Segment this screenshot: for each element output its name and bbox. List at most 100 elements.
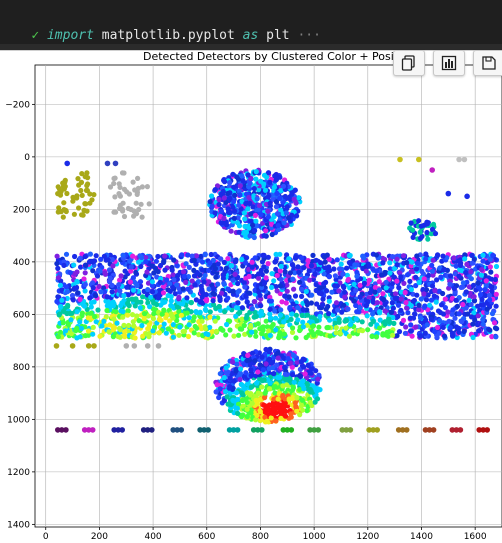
scatter-point <box>299 312 305 318</box>
scatter-point <box>280 427 287 433</box>
scatter-point <box>382 269 388 276</box>
scatter-point <box>122 329 128 335</box>
save-button[interactable] <box>473 50 502 76</box>
scatter-point <box>112 175 118 181</box>
scatter-point <box>91 192 97 198</box>
scatter-point <box>239 397 246 404</box>
scatter-point <box>372 284 378 291</box>
scatter-point <box>130 253 136 259</box>
scatter-point <box>170 334 176 340</box>
scatter-point <box>417 333 423 339</box>
scatter-point <box>279 299 285 305</box>
scatter-point <box>293 403 299 410</box>
scatter-point <box>466 297 472 303</box>
scatter-point <box>54 261 60 267</box>
scatter-point <box>476 427 483 433</box>
scatter-point <box>218 256 224 262</box>
scatter-point <box>453 297 459 303</box>
scatter-point <box>308 370 314 376</box>
scatter-point <box>318 260 324 266</box>
output-border <box>0 50 502 51</box>
scatter-point <box>156 330 162 336</box>
scatter-point <box>72 253 78 260</box>
chart-button[interactable] <box>433 50 465 76</box>
scatter-point <box>201 427 207 433</box>
scatter-point <box>377 325 383 331</box>
scatter-point <box>120 252 126 258</box>
scatter-point <box>243 200 249 207</box>
scatter-point <box>240 412 246 418</box>
copy-button[interactable] <box>393 50 425 76</box>
code-line[interactable]: ✓ import matplotlib.pyplot as plt ··· <box>0 13 321 58</box>
scatter-point <box>308 263 315 269</box>
scatter-point <box>121 293 127 299</box>
scatter-point <box>207 309 213 315</box>
scatter-point <box>206 286 212 292</box>
scatter-point <box>378 305 384 311</box>
scatter-point <box>272 308 278 314</box>
scatter-point <box>136 259 142 265</box>
scatter-point <box>432 329 438 335</box>
scatter-point <box>119 206 125 212</box>
scatter-point <box>267 294 273 300</box>
scatter-point <box>403 300 409 306</box>
scatter-point <box>343 427 350 433</box>
scatter-point <box>84 183 90 189</box>
scatter-point <box>450 307 456 313</box>
scatter-point <box>197 310 203 316</box>
scatter-point <box>121 186 128 192</box>
scatter-point <box>150 316 156 322</box>
scatter-point <box>274 211 281 217</box>
scatter-point <box>129 296 135 302</box>
scatter-point <box>231 198 237 205</box>
scatter-point <box>141 311 148 317</box>
scatter-point <box>287 304 293 311</box>
y-tick-label: 1200 <box>7 468 30 478</box>
scatter-point <box>353 287 359 293</box>
scatter-point <box>493 263 500 270</box>
scatter-point <box>461 328 467 335</box>
scatter-point <box>201 279 207 285</box>
scatter-point <box>55 427 61 433</box>
scatter-point <box>192 282 198 288</box>
scatter-point <box>380 291 386 297</box>
scatter-point <box>493 303 499 309</box>
scatter-point <box>106 267 113 273</box>
scatter-point <box>259 331 265 337</box>
scatter-point <box>251 234 257 241</box>
scatter-point <box>480 302 487 308</box>
scatter-point <box>300 319 306 325</box>
scatter-point <box>54 253 60 259</box>
x-tick-label: 0 <box>43 532 49 542</box>
scatter-point <box>416 218 422 224</box>
scatter-point <box>389 300 395 306</box>
scatter-point <box>267 179 273 185</box>
scatter-point <box>252 228 258 234</box>
scatter-point <box>408 303 414 309</box>
scatter-point <box>178 427 185 433</box>
scatter-point <box>121 322 127 328</box>
scatter-point <box>373 252 379 258</box>
scatter-point <box>250 204 256 210</box>
scatter-point <box>97 268 103 274</box>
scatter-point <box>176 296 182 302</box>
scatter-point <box>183 261 189 267</box>
scatter-point <box>213 328 219 334</box>
scatter-point <box>249 259 255 265</box>
scatter-point <box>244 413 250 420</box>
scatter-point <box>174 313 180 319</box>
scatter-point <box>419 268 425 274</box>
scatter-point <box>430 221 437 227</box>
scatter-point <box>258 178 264 184</box>
scatter-point <box>131 323 137 329</box>
collapsed-ellipsis[interactable]: ··· <box>297 28 321 43</box>
scatter-point <box>203 298 210 304</box>
scatter-point <box>233 390 240 396</box>
scatter-point <box>163 312 170 318</box>
scatter-point <box>369 333 375 339</box>
scatter-point <box>232 192 238 198</box>
scatter-point <box>275 355 281 361</box>
scatter-point <box>332 320 338 326</box>
scatter-point <box>128 268 134 274</box>
y-tick-label: 0 <box>24 153 30 163</box>
